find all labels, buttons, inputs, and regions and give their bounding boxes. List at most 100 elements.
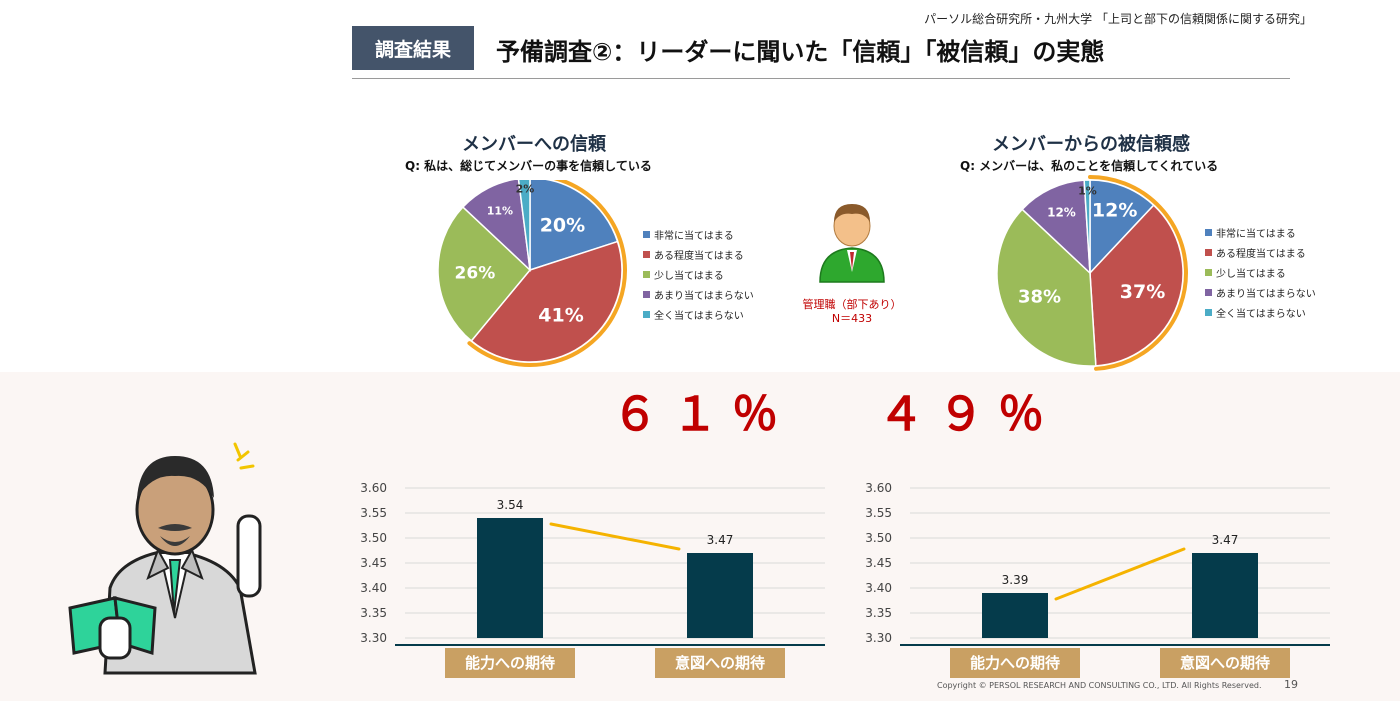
legend-label: 全く当てはまらない <box>654 310 744 322</box>
pie-right-title: メンバーからの被信頼感 <box>992 134 1190 155</box>
legend-swatch <box>643 310 650 318</box>
pie-slice-2 <box>1089 204 1184 367</box>
manager-person-icon <box>819 204 885 283</box>
legend-label: 全く当てはまらない <box>1216 308 1306 320</box>
page-number: 19 <box>1284 678 1298 691</box>
category-label-background <box>445 648 575 678</box>
pie-label-3: 26% <box>455 263 496 283</box>
y-tick-label: 3.50 <box>360 531 387 545</box>
legend-item: ある程度当てはまる <box>643 244 754 264</box>
legend-swatch <box>1205 268 1212 276</box>
pie-slice-5 <box>1083 179 1091 274</box>
pie-slice-3 <box>437 205 532 342</box>
pie-slice-4 <box>1021 179 1091 275</box>
businessman-illustration <box>68 442 262 675</box>
bar-value-label: 3.39 <box>1002 573 1029 587</box>
pie-right-slices: 12%37%38%12%1% <box>996 175 1189 371</box>
y-tick-label: 3.35 <box>360 606 387 620</box>
legend-item: あまり当てはまらない <box>1205 282 1316 302</box>
pie-label-1: 12% <box>1092 200 1137 222</box>
pie-label-5: 2% <box>516 183 535 196</box>
title-divider <box>352 78 1290 79</box>
pie-left-question: Q: 私は、総じてメンバーの事を信頼している <box>405 159 652 173</box>
bar-value-label: 3.54 <box>497 498 524 512</box>
pie-slice-1 <box>529 180 619 272</box>
pie-slice-4 <box>461 180 532 272</box>
category-label: 能力への期待 <box>465 654 555 672</box>
bar-right-marks: 3.60 3.55 3.50 3.45 3.40 3.35 3.30 3.39 能力への期待 3.… <box>865 481 1330 678</box>
pie-label-5: 1% <box>1078 185 1097 198</box>
pie-highlight-arc <box>467 180 627 367</box>
legend-swatch <box>1205 228 1212 236</box>
y-tick-label: 3.40 <box>360 581 387 595</box>
category-label: 能力への期待 <box>970 654 1060 672</box>
bar-1 <box>982 593 1048 638</box>
pie-slice-1 <box>1089 179 1155 275</box>
legend-label: あまり当てはまらない <box>1216 288 1316 300</box>
headline-trusted-percent: ４９％ <box>878 387 1058 441</box>
legend-item: 全く当てはまらない <box>1205 302 1316 322</box>
trend-connector-line <box>549 522 681 551</box>
legend-item: 少し当てはまる <box>643 264 754 284</box>
pie-highlight-arc <box>1088 175 1189 371</box>
y-tick-label: 3.55 <box>360 506 387 520</box>
pie-label-2: 41% <box>538 305 583 327</box>
legend-label: ある程度当てはまる <box>654 250 744 262</box>
legend-label: あまり当てはまらない <box>654 290 754 302</box>
y-tick-label: 3.40 <box>865 581 892 595</box>
pie-slice-3 <box>996 208 1097 367</box>
copyright-text: Copyright © PERSOL RESEARCH AND CONSULTI… <box>937 681 1262 690</box>
category-label-background <box>1160 648 1290 678</box>
pie-label-4: 11% <box>487 204 513 217</box>
pie-label-2: 37% <box>1120 281 1165 303</box>
pie-slice-5 <box>517 180 531 271</box>
respondent-group: 管理職（部下あり） <box>802 298 902 311</box>
pie-left-slices: 20% 41% 26% 11%2% <box>437 180 627 367</box>
y-tick-label: 3.30 <box>865 631 892 645</box>
legend-label: 非常に当てはまる <box>654 230 734 242</box>
pie-label-4: 12% <box>1047 205 1076 219</box>
source-citation: パーソル総合研究所・九州大学 「上司と部下の信頼関係に関する研究」 <box>924 12 1312 26</box>
legend-swatch <box>643 290 650 298</box>
legend-swatch <box>643 270 650 278</box>
legend-label: 少し当てはまる <box>1216 268 1286 280</box>
bar-2 <box>1192 553 1258 638</box>
respondent-count: N＝433 <box>831 312 873 325</box>
y-tick-label: 3.45 <box>865 556 892 570</box>
section-tag: 調査結果 <box>352 26 474 70</box>
pie-right-legend: 非常に当てはまる ある程度当てはまる 少し当てはまるあまり当てはまらない 全く当てはま… <box>1205 222 1316 322</box>
bar-chart-right: 3.60 3.55 3.50 3.45 3.40 3.35 3.30 3.39 能力への期待 3.… <box>865 481 1330 678</box>
category-label: 意図への期待 <box>1180 654 1270 672</box>
bar-value-label: 3.47 <box>1212 533 1239 547</box>
pie-right-question: Q: メンバーは、私のことを信頼してくれている <box>960 159 1219 173</box>
pie-label-1: 20% <box>540 214 585 236</box>
legend-swatch <box>643 250 650 258</box>
y-tick-label: 3.30 <box>360 631 387 645</box>
y-tick-label: 3.50 <box>865 531 892 545</box>
bar-1 <box>477 518 543 638</box>
y-tick-label: 3.60 <box>360 481 387 495</box>
page-title: 予備調査②：リーダーに聞いた「信頼」「被信頼」の実態 <box>496 38 1105 66</box>
legend-label: 非常に当てはまる <box>1216 228 1296 240</box>
trend-connector-line <box>1054 547 1186 601</box>
category-label: 意図への期待 <box>675 654 765 672</box>
pie-chart-trust: 20% 41% 26% 11%2% <box>437 180 627 367</box>
category-label-background <box>950 648 1080 678</box>
pie-left-title: メンバーへの信頼 <box>462 134 606 155</box>
y-tick-label: 3.45 <box>360 556 387 570</box>
pie-slice-2 <box>470 240 623 363</box>
bar-2 <box>687 553 753 638</box>
legend-item: あまり当てはまらない <box>643 284 754 304</box>
respondent-label: 管理職（部下あり） N＝433 <box>800 298 904 326</box>
legend-item: 全く当てはまらない <box>643 304 754 324</box>
pie-chart-trusted: 12%37%38%12%1% <box>996 175 1189 371</box>
pie-label-3: 38% <box>1018 286 1061 307</box>
legend-label: ある程度当てはまる <box>1216 248 1306 260</box>
y-tick-label: 3.60 <box>865 481 892 495</box>
headline-trust-percent: ６１％ <box>612 387 792 441</box>
legend-swatch <box>1205 288 1212 296</box>
category-label-background <box>655 648 785 678</box>
legend-item: 少し当てはまる <box>1205 262 1316 282</box>
bar-chart-left: 3.60 3.55 3.50 3.45 3.40 3.35 3.30 3.54 能力への期待 3.… <box>360 481 825 678</box>
bar-left-marks: 3.60 3.55 3.50 3.45 3.40 3.35 3.30 3.54 能力への期待 3.… <box>360 481 825 678</box>
